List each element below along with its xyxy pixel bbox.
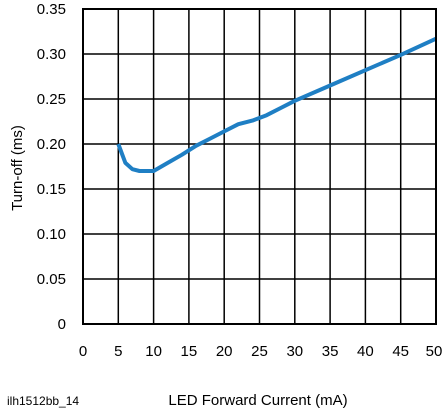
x-tick-label-6: 30: [286, 343, 303, 360]
figure-id: ilh1512bb_14: [7, 394, 79, 408]
y-tick-label-5: 0.25: [37, 91, 66, 108]
y-axis-title: Turn-off (ms): [9, 125, 26, 211]
x-tick-label-8: 40: [357, 343, 374, 360]
x-tick-label-4: 20: [216, 343, 233, 360]
y-tick-label-3: 0.15: [37, 181, 66, 198]
series-line-0: [116, 36, 437, 173]
y-tick-label-7: 0.35: [37, 1, 66, 18]
y-tick-labels: 0 0.05 0.10 0.15 0.20 0.25 0.30 0.35: [37, 1, 66, 333]
y-tick-label-1: 0.05: [37, 271, 66, 288]
x-axis-title: LED Forward Current (mA): [168, 392, 347, 409]
y-tick-label-6: 0.30: [37, 46, 66, 63]
y-tick-label-2: 0.10: [37, 226, 66, 243]
x-tick-label-5: 25: [251, 343, 268, 360]
series-layer: [116, 36, 437, 173]
x-tick-label-9: 45: [392, 343, 409, 360]
x-tick-label-3: 15: [181, 343, 198, 360]
grid: [82, 8, 437, 325]
x-tick-label-7: 35: [322, 343, 339, 360]
y-tick-label-0: 0: [58, 316, 66, 333]
x-tick-label-1: 5: [114, 343, 122, 360]
y-tick-label-4: 0.20: [37, 136, 66, 153]
x-tick-label-0: 0: [79, 343, 87, 360]
x-tick-labels: 0 5 10 15 20 25 30 35 40 45 50: [79, 343, 443, 360]
plot-frame: [82, 8, 437, 325]
x-tick-label-10: 50: [426, 343, 443, 360]
x-tick-label-2: 10: [145, 343, 162, 360]
